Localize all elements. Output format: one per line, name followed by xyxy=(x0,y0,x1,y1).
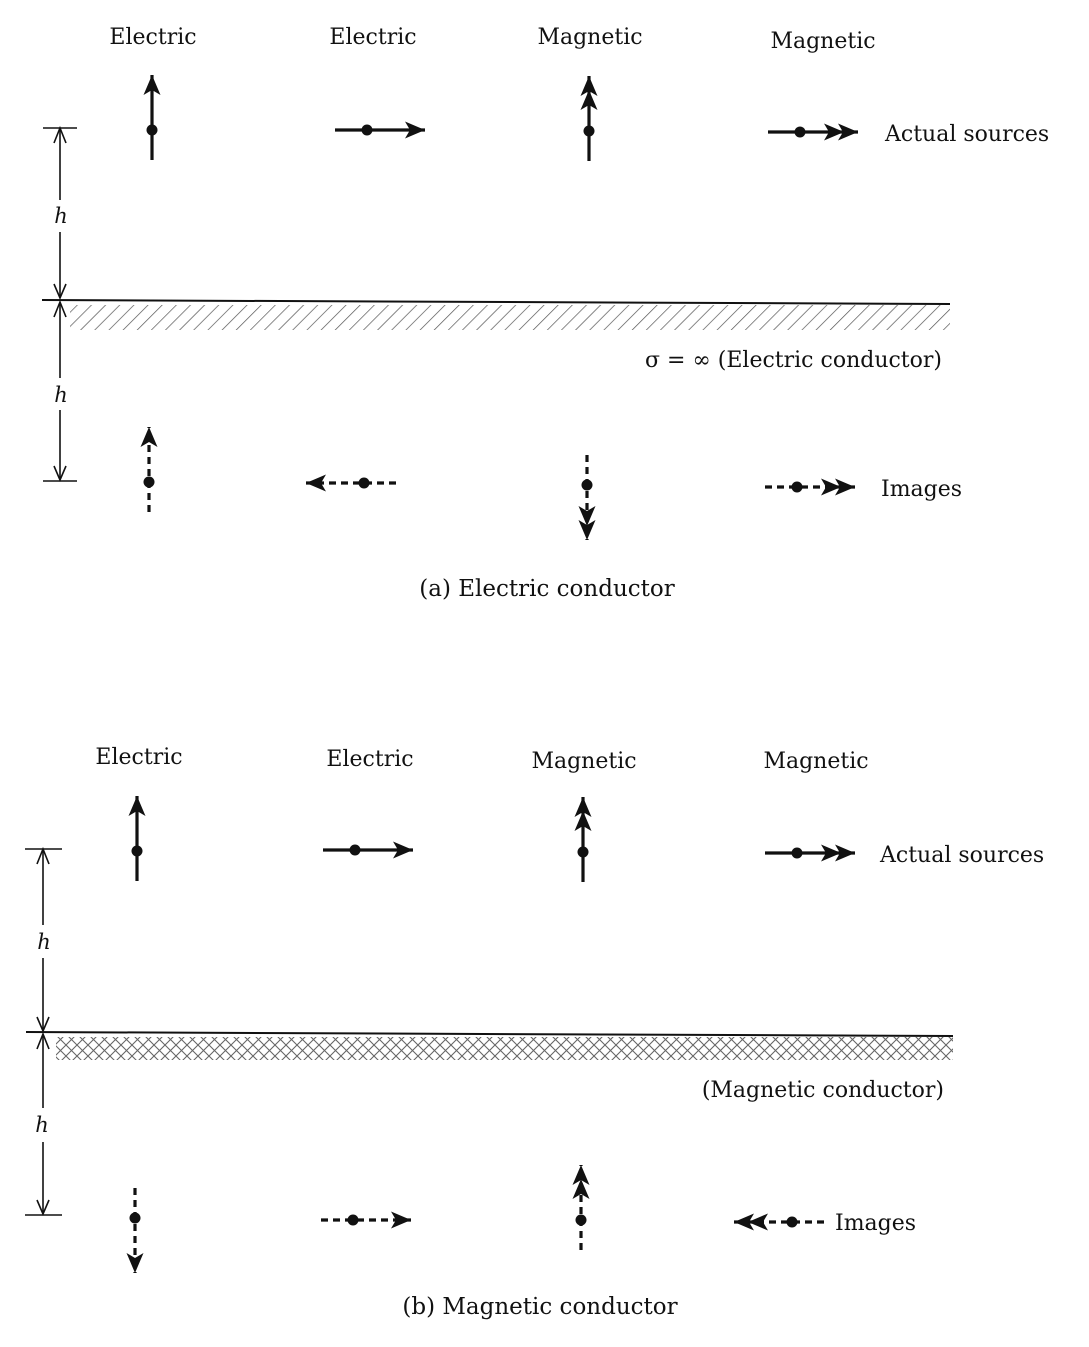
dipole-center-dot xyxy=(791,847,803,859)
arrowhead xyxy=(821,844,841,862)
distance-marker-lower xyxy=(43,299,77,483)
arrowhead xyxy=(128,796,146,816)
source-electric-up xyxy=(143,75,161,160)
arrowhead xyxy=(572,1179,590,1199)
arrowhead xyxy=(574,797,592,817)
dipole-center-dot xyxy=(791,481,803,493)
dipole-center-dot xyxy=(577,846,589,858)
arrowhead xyxy=(578,506,596,526)
distance-label-lower: h xyxy=(54,383,68,407)
distance-label-upper: h xyxy=(37,930,51,954)
source-magnetic-right xyxy=(768,123,858,141)
arrowhead xyxy=(405,121,425,139)
arrowhead xyxy=(748,1213,768,1231)
arrowhead xyxy=(126,1253,144,1273)
distance-marker-upper xyxy=(43,125,77,301)
sources-group xyxy=(143,75,858,161)
arrowhead xyxy=(734,1213,754,1231)
conductor-surface-line xyxy=(25,1031,954,1037)
distance-label-upper: h xyxy=(54,204,68,228)
arrowhead xyxy=(824,123,844,141)
dipole-center-dot xyxy=(347,1214,359,1226)
dipole-center-dot xyxy=(794,126,806,138)
conductor-surface-line xyxy=(41,299,951,305)
arrowhead xyxy=(391,1211,411,1229)
sources-group xyxy=(128,796,855,882)
panel-b: Electric Electric Magnetic Magnetic h h … xyxy=(25,745,1044,1320)
column-label-magnetic-1: Magnetic xyxy=(537,25,642,50)
arrowhead xyxy=(572,1165,590,1185)
dipole-center-dot xyxy=(131,845,143,857)
panel-a: Electric Electric Magnetic Magnetic h h … xyxy=(41,25,1049,602)
dipole-center-dot xyxy=(575,1214,587,1226)
source-electric-right xyxy=(335,121,425,139)
column-label-magnetic-1: Magnetic xyxy=(531,749,636,774)
arrowhead xyxy=(838,123,858,141)
arrowhead xyxy=(578,520,596,540)
arrowhead xyxy=(306,474,326,492)
dipole-center-dot xyxy=(129,1212,141,1224)
electric-conductor-hatching xyxy=(70,305,950,330)
arrowhead xyxy=(393,841,413,859)
arrowhead xyxy=(821,478,841,496)
dipole-center-dot xyxy=(786,1216,798,1228)
column-label-electric-1: Electric xyxy=(109,25,196,50)
column-label-electric-2: Electric xyxy=(326,747,413,772)
magnetic-conductor-hatching xyxy=(56,1037,953,1060)
column-label-electric-2: Electric xyxy=(329,25,416,50)
image-electric-down xyxy=(126,1188,144,1273)
dipole-center-dot xyxy=(146,124,158,136)
images-label: Images xyxy=(835,1211,916,1236)
conductor-label: σ = ∞ (Electric conductor) xyxy=(645,348,942,373)
source-electric-right xyxy=(323,841,413,859)
images-label: Images xyxy=(881,477,962,502)
caption: (b) Magnetic conductor xyxy=(402,1294,677,1320)
arrowhead xyxy=(835,844,855,862)
caption: (a) Electric conductor xyxy=(419,576,674,602)
source-electric-up xyxy=(128,796,146,881)
images-group xyxy=(140,427,855,540)
dipole-center-dot xyxy=(583,125,595,137)
actual-sources-label: Actual sources xyxy=(884,122,1049,147)
image-magnetic-up xyxy=(572,1165,590,1250)
column-label-magnetic-2: Magnetic xyxy=(763,749,868,774)
dipole-center-dot xyxy=(358,477,370,489)
image-electric-up xyxy=(140,427,158,512)
image-electric-right xyxy=(321,1211,411,1229)
actual-sources-label: Actual sources xyxy=(879,843,1044,868)
source-magnetic-right xyxy=(765,844,855,862)
distance-marker-lower xyxy=(25,1031,62,1217)
distance-marker-upper xyxy=(25,846,62,1034)
arrowhead xyxy=(143,75,161,95)
image-magnetic-right xyxy=(765,478,855,496)
dipole-center-dot xyxy=(361,124,373,136)
arrowhead xyxy=(580,76,598,96)
arrowhead xyxy=(140,427,158,447)
images-group xyxy=(126,1165,824,1273)
source-magnetic-up xyxy=(580,76,598,161)
source-magnetic-up xyxy=(574,797,592,882)
column-label-magnetic-2: Magnetic xyxy=(770,29,875,54)
column-label-electric-1: Electric xyxy=(95,745,182,770)
image-electric-left xyxy=(306,474,396,492)
dipole-center-dot xyxy=(581,479,593,491)
arrowhead xyxy=(835,478,855,496)
dipole-center-dot xyxy=(143,476,155,488)
arrowhead xyxy=(574,811,592,831)
dipole-center-dot xyxy=(349,844,361,856)
image-magnetic-down xyxy=(578,455,596,540)
arrowhead xyxy=(580,90,598,110)
image-magnetic-left xyxy=(734,1213,824,1231)
distance-label-lower: h xyxy=(35,1113,49,1137)
conductor-label: (Magnetic conductor) xyxy=(702,1078,944,1103)
